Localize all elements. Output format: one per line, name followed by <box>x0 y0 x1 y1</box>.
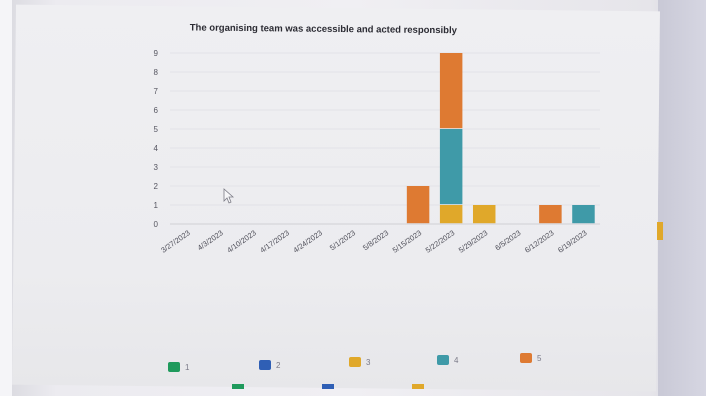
x-tick-label: 5/15/2023 <box>391 228 424 255</box>
y-tick-label: 4 <box>154 144 159 153</box>
y-tick-label: 2 <box>154 182 159 191</box>
bars <box>406 53 595 224</box>
y-tick-label: 7 <box>154 87 159 96</box>
legend-label: 2 <box>276 360 281 370</box>
x-tick-label: 6/19/2023 <box>556 228 589 255</box>
bar-segment-series-3[interactable] <box>439 205 463 224</box>
left-border <box>0 0 12 396</box>
y-tick-label: 8 <box>154 68 159 77</box>
legend-swatch <box>349 357 361 367</box>
x-tick-label: 4/10/2023 <box>225 228 258 255</box>
x-tick-label: 5/8/2023 <box>361 228 390 252</box>
bar-segment-series-5[interactable] <box>439 53 463 129</box>
stray-bar-fragment <box>657 222 663 240</box>
legend-item-3[interactable]: 3 <box>349 357 370 367</box>
mouse-pointer-icon <box>223 188 235 204</box>
legend-reflection <box>322 384 334 389</box>
x-tick-label: 6/12/2023 <box>523 228 556 255</box>
legend-label: 1 <box>185 362 190 372</box>
bar-segment-series-4[interactable] <box>572 205 595 224</box>
x-tick-label: 6/5/2023 <box>493 228 522 252</box>
legend-item-1[interactable]: 1 <box>168 362 189 372</box>
y-tick-label: 0 <box>154 220 159 229</box>
bar-segment-series-5[interactable] <box>406 186 430 224</box>
y-tick-label: 3 <box>154 163 159 172</box>
gridlines <box>170 52 600 225</box>
legend-label: 3 <box>366 357 371 367</box>
legend-swatch <box>520 353 532 363</box>
y-tick-label: 5 <box>154 125 159 134</box>
y-tick-label: 9 <box>154 49 159 58</box>
right-border <box>658 0 706 396</box>
legend-label: 4 <box>454 355 459 365</box>
legend-swatch <box>259 360 271 370</box>
legend-reflection <box>412 384 424 389</box>
bar-segment-series-4[interactable] <box>439 129 463 205</box>
x-tick-label: 5/29/2023 <box>457 228 490 255</box>
x-axis: 3/27/2023 4/3/2023 4/10/2023 4/17/2023 4/24/… <box>159 228 588 255</box>
x-tick-label: 4/3/2023 <box>196 228 225 252</box>
legend-label: 5 <box>537 353 542 363</box>
bar-segment-series-3[interactable] <box>472 205 496 224</box>
legend-item-4[interactable]: 4 <box>437 355 458 365</box>
legend-item-5[interactable]: 5 <box>520 353 541 363</box>
x-tick-label: 5/22/2023 <box>424 228 457 255</box>
legend-item-2[interactable]: 2 <box>259 360 280 370</box>
legend-swatch <box>168 362 180 372</box>
y-axis: 0 1 2 3 4 5 6 7 8 9 <box>154 49 159 229</box>
x-tick-label: 3/27/2023 <box>159 228 192 255</box>
x-tick-label: 4/24/2023 <box>291 228 324 255</box>
y-tick-label: 1 <box>154 201 159 210</box>
x-tick-label: 4/17/2023 <box>258 228 291 255</box>
legend-reflection <box>232 384 244 389</box>
bar-segment-series-5[interactable] <box>539 205 562 224</box>
y-tick-label: 6 <box>154 106 159 115</box>
legend-swatch <box>437 355 449 365</box>
x-tick-label: 5/1/2023 <box>328 228 357 252</box>
